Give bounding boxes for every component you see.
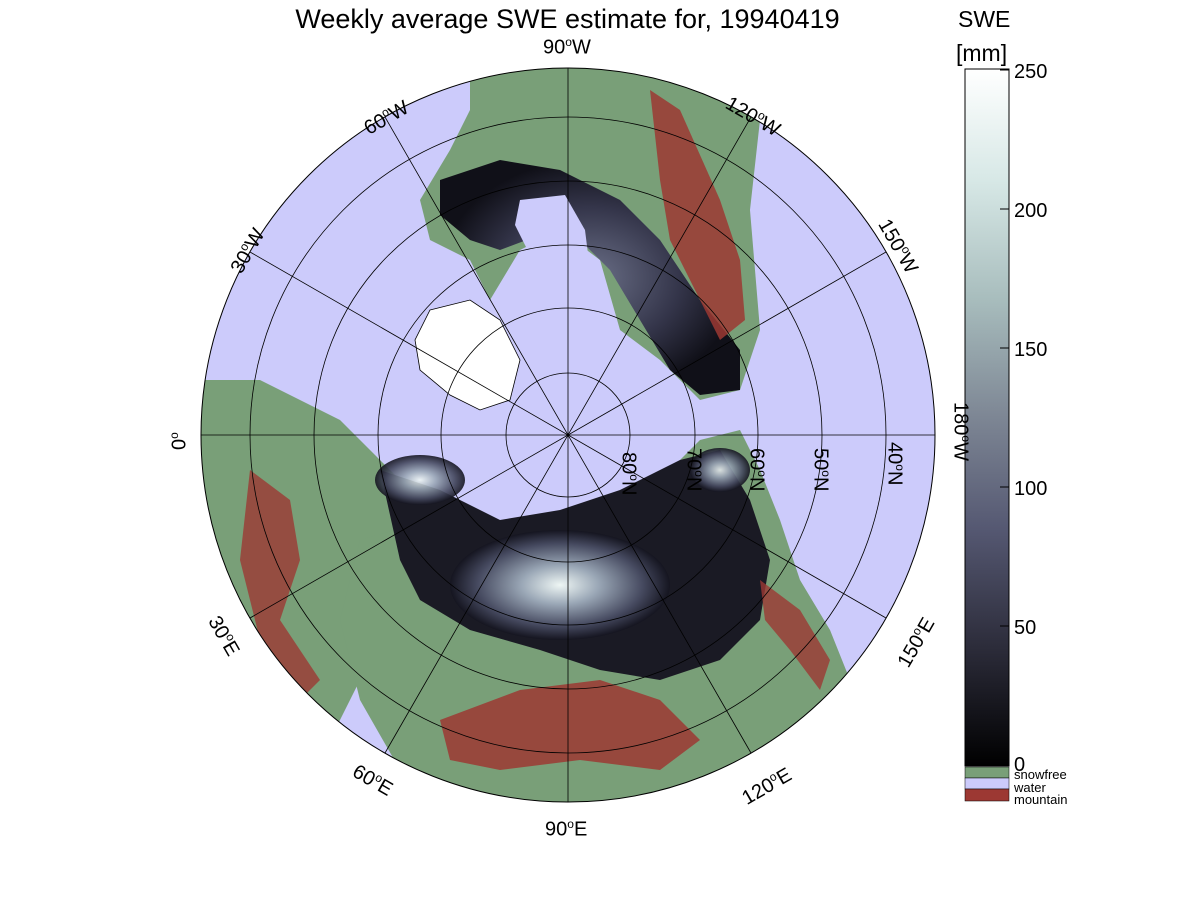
lat-label-70n: 70oN — [682, 448, 706, 492]
colorbar-label-swe: SWE — [958, 6, 1011, 32]
lat-label-40n: 40oN — [883, 442, 907, 486]
legend-swatch-snowfree — [964, 766, 1010, 779]
lat-label-50n: 50oN — [809, 448, 833, 492]
himalaya-mountains — [440, 680, 700, 770]
colorbar-tick-50: 50 — [1014, 617, 1037, 639]
lon-label-90w: 90oW — [543, 35, 591, 59]
colorbar-tick-150: 150 — [1014, 339, 1048, 361]
colorbar-gradient — [964, 68, 1010, 767]
scandinavia-snow — [375, 455, 465, 505]
lon-label-0: 0o — [167, 432, 191, 450]
legend-label-snowfree: snowfree — [1014, 767, 1067, 782]
lon-label-90e: 90oE — [545, 817, 588, 841]
legend-label-mountain: mountain — [1014, 792, 1068, 807]
east-asia-mountains — [760, 580, 830, 690]
kamchatka-snow — [690, 448, 750, 492]
colorbar-tick-0: 0 — [1014, 754, 1026, 776]
lat-label-60n: 60oN — [745, 448, 769, 492]
greenland-landmass — [414, 299, 521, 411]
colorbar-ticks — [1000, 69, 1009, 766]
na-snow-cover — [440, 160, 740, 395]
europe-mountains — [240, 470, 320, 700]
rocky-mountains — [650, 90, 745, 340]
chart-title: Weekly average SWE estimate for, 1994041… — [295, 4, 840, 34]
legend-swatch-mountain — [964, 788, 1010, 802]
legend-swatch-water — [964, 777, 1010, 790]
graticule — [200, 67, 936, 803]
lon-label-180w: 180oW — [949, 402, 973, 461]
colorbar-label-unit: [mm] — [956, 40, 1008, 66]
legend-label-water: water — [1014, 780, 1046, 795]
colorbar-tick-100: 100 — [1014, 478, 1048, 500]
siberia-deep-snow — [450, 530, 670, 640]
hudson-bay — [515, 195, 590, 275]
colorbar-tick-250: 250 — [1014, 61, 1048, 83]
lat-label-80n: 80oN — [617, 452, 641, 496]
colorbar-tick-200: 200 — [1014, 200, 1048, 222]
